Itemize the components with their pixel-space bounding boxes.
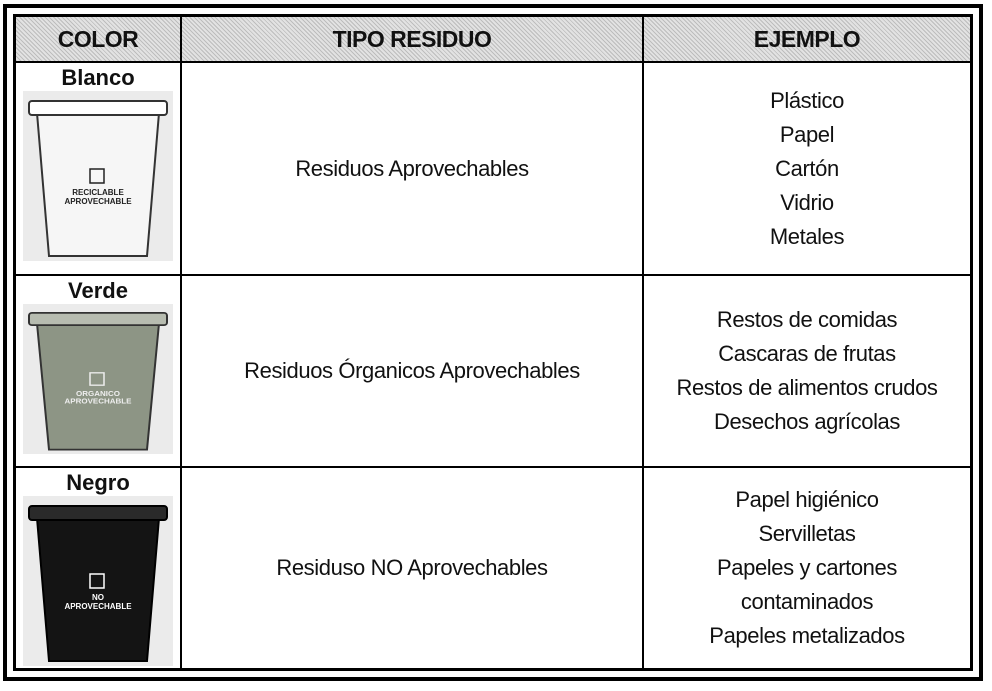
bin-label: APROVECHABLE <box>64 602 132 611</box>
bin-label: ORGANICO <box>76 389 120 397</box>
bin-body <box>35 517 161 662</box>
example-item: Cartón <box>775 155 839 181</box>
examples-cell: Papel higiénico Servilletas Papeles y cart… <box>643 467 971 669</box>
table: COLOR TIPO RESIDUO EJEMPLO Blanco RECICLABLE… <box>13 14 973 671</box>
color-cell: Blanco RECICLABLE APROVECHABLE <box>15 62 181 275</box>
example-item: Papeles y cartones <box>717 555 897 580</box>
bin-rim <box>28 311 168 327</box>
bin-symbol <box>89 573 105 589</box>
bin-rim <box>28 505 168 521</box>
bin-label: APROVECHABLE <box>64 397 131 405</box>
bin-label: RECICLABLE <box>72 188 124 197</box>
bin-symbol <box>89 372 105 386</box>
waste-type: Residuso NO Aprovechables <box>181 467 643 669</box>
examples-cell: Restos de comidas Cascaras de frutas Resto… <box>643 275 971 467</box>
bin-body <box>35 112 161 257</box>
table-frame: COLOR TIPO RESIDUO EJEMPLO Blanco RECICLABLE… <box>3 4 983 681</box>
bin-body <box>35 322 161 451</box>
color-name: Blanco <box>61 65 135 90</box>
waste-type: Residuos Órganicos Aprovechables <box>181 275 643 467</box>
header-cell: COLOR <box>15 16 181 62</box>
waste-type: Residuos Aprovechables <box>181 62 643 275</box>
example-item: Papeles metalizados <box>709 623 905 648</box>
color-cell: Negro NO APROVECHABLE <box>15 467 181 669</box>
bin-rim <box>28 100 168 116</box>
bin-label: NO <box>92 593 104 602</box>
example-item: Papel higiénico <box>735 487 879 512</box>
example-item: Vidrio <box>780 189 834 215</box>
example-item: Papel <box>779 121 835 147</box>
bin-label: APROVECHABLE <box>64 197 132 206</box>
example-item: Restos de alimentos crudos <box>676 375 938 400</box>
example-item: Cascaras de frutas <box>718 341 896 366</box>
example-item: Servilletas <box>758 521 856 546</box>
color-name: Verde <box>68 278 128 303</box>
example-item: contaminados <box>740 589 874 614</box>
header-cell: EJEMPLO <box>643 16 971 62</box>
example-item: Restos de comidas <box>716 307 898 332</box>
example-item: Desechos agrícolas <box>713 409 900 434</box>
bin-symbol <box>89 168 105 184</box>
color-name: Negro <box>66 470 130 495</box>
example-item: Metales <box>769 223 845 249</box>
color-cell: Verde ORGANICO APROVECHABLE <box>15 275 181 467</box>
example-item: Plástico <box>770 87 844 113</box>
header-cell: TIPO RESIDUO <box>181 16 643 62</box>
examples-cell: Plástico Papel Cartón Vidrio Metales <box>643 62 971 275</box>
